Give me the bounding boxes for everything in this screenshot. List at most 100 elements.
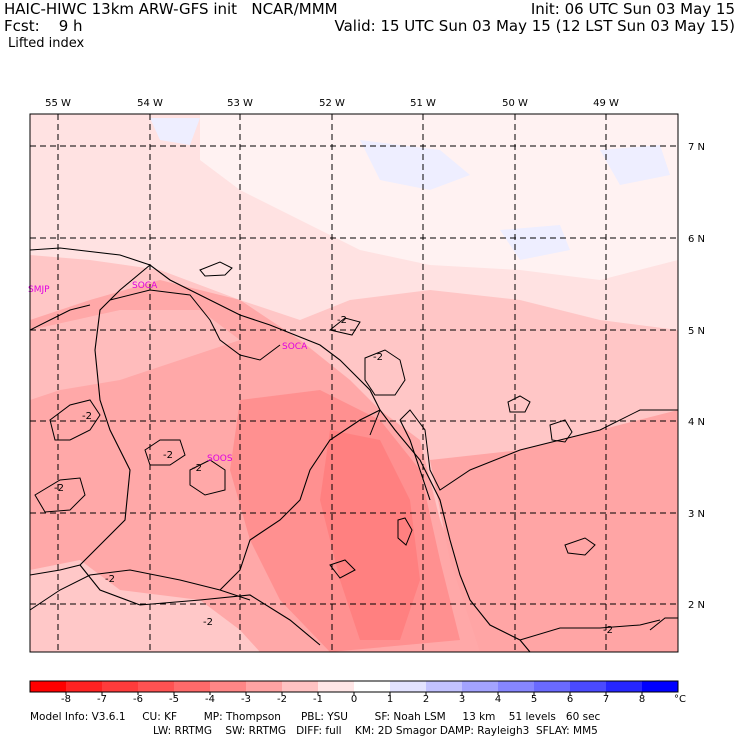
plot-frame bbox=[29, 113, 679, 653]
contour-label: -2 bbox=[603, 625, 613, 636]
lat-label: 3 N bbox=[688, 509, 705, 520]
contour-4 bbox=[144, 439, 186, 466]
colorbar-swatch bbox=[246, 681, 283, 692]
colorbar-tick-label: 7 bbox=[602, 694, 610, 705]
contour-14 bbox=[397, 517, 413, 546]
footer-model-info-2: LW: RRTMG SW: RRTMG DIFF: full KM: 2D Sm… bbox=[153, 725, 598, 737]
contour-7 bbox=[30, 569, 251, 611]
contour-label: -2 bbox=[54, 483, 64, 494]
field-east-pink bbox=[430, 410, 678, 652]
contour-label: -2 bbox=[373, 352, 383, 363]
colorbar-tick-label: 6 bbox=[566, 694, 574, 705]
lat-label: 4 N bbox=[688, 417, 705, 428]
colorbar-swatch bbox=[606, 681, 643, 692]
field-bluish-4 bbox=[500, 225, 570, 260]
contour-17 bbox=[649, 617, 678, 631]
colorbar-tick-label: -1 bbox=[313, 694, 323, 705]
contour-16 bbox=[519, 619, 661, 641]
graticule bbox=[30, 114, 678, 652]
colorbar-swatch bbox=[354, 681, 391, 692]
colorbar-tick-label: 4 bbox=[494, 694, 502, 705]
field-name-label: Lifted index bbox=[8, 36, 85, 51]
contour-6 bbox=[34, 477, 86, 513]
colorbar-tick-label: 2 bbox=[422, 694, 430, 705]
field-bluish-2 bbox=[600, 145, 670, 185]
station-label: SOCA bbox=[282, 342, 308, 352]
field-interior-darker bbox=[320, 430, 420, 640]
colorbar-tick-label: 1 bbox=[386, 694, 394, 705]
colorbar-swatch bbox=[498, 681, 535, 692]
header-valid-time: Valid: 15 UTC Sun 03 May 15 (12 LST Sun … bbox=[334, 17, 735, 35]
contour-label: -2 bbox=[192, 463, 202, 474]
lat-labels: 7 N 6 N 5 N 4 N 3 N 2 N bbox=[688, 142, 705, 611]
colorbar-tick-label: -6 bbox=[133, 694, 143, 705]
colorbar-tick-label: -2 bbox=[277, 694, 287, 705]
colorbar-swatch bbox=[426, 681, 463, 692]
lon-label: 49 W bbox=[593, 98, 619, 109]
contour-label: -2 bbox=[163, 450, 173, 461]
colorbar-swatch bbox=[462, 681, 499, 692]
contour-13 bbox=[549, 419, 573, 443]
colorbar-tick-label: -4 bbox=[205, 694, 215, 705]
station-label: SOOS bbox=[207, 454, 233, 464]
contour-12 bbox=[507, 395, 531, 413]
border-south-1 bbox=[79, 564, 321, 646]
colorbar bbox=[29, 680, 679, 695]
contour-labels: -2 -2 -2 -2 -2 -2 -2 -2 -2 -2 bbox=[54, 315, 613, 636]
colorbar-swatch bbox=[66, 681, 103, 692]
colorbar-tick-label: 8 bbox=[638, 694, 646, 705]
lon-label: 52 W bbox=[319, 98, 345, 109]
colorbar-swatch bbox=[138, 681, 175, 692]
contours bbox=[30, 261, 678, 641]
lat-label: 6 N bbox=[688, 234, 705, 245]
stations: SMJP SOCA SOCA SOOS bbox=[28, 281, 308, 464]
header-forecast-hour: Fcst: 9 h bbox=[4, 17, 83, 35]
field-bluish-1 bbox=[360, 140, 470, 190]
field-sw-light bbox=[30, 560, 260, 652]
colorbar-tick-label: -8 bbox=[61, 694, 71, 705]
colorbar-tick-label: 5 bbox=[530, 694, 538, 705]
colorbar-swatch bbox=[534, 681, 571, 692]
lifted-index-field bbox=[30, 114, 678, 652]
lon-label: 51 W bbox=[410, 98, 436, 109]
lon-label: 53 W bbox=[227, 98, 253, 109]
contour-5 bbox=[189, 459, 226, 496]
border-suriname-guyana bbox=[30, 264, 151, 576]
contour-label: -2 bbox=[105, 574, 115, 585]
colorbar-tick-label: -3 bbox=[241, 694, 251, 705]
station-label: SOCA bbox=[132, 281, 158, 291]
coastline bbox=[30, 247, 531, 652]
colorbar-swatch bbox=[174, 681, 211, 692]
colorbar-swatch bbox=[30, 681, 67, 692]
contour-11 bbox=[399, 409, 678, 491]
contour-9 bbox=[328, 317, 361, 336]
header-init-time: Init: 06 UTC Sun 03 May 15 bbox=[530, 0, 735, 18]
contour-label: -2 bbox=[203, 617, 213, 628]
colorbar-swatch bbox=[318, 681, 355, 692]
header-model-title: HAIC-HIWC 13km ARW-GFS init NCAR/MMM bbox=[4, 0, 338, 18]
colorbar-tick-label: -7 bbox=[97, 694, 107, 705]
colorbar-swatch bbox=[210, 681, 247, 692]
field-bluish-3 bbox=[150, 118, 200, 145]
contour-1 bbox=[30, 304, 91, 331]
station-label: SMJP bbox=[28, 285, 50, 295]
lon-label: 50 W bbox=[502, 98, 528, 109]
contour-18 bbox=[329, 559, 356, 579]
lat-label: 2 N bbox=[688, 600, 705, 611]
colorbar-tick-label: 3 bbox=[458, 694, 466, 705]
contour-19 bbox=[369, 409, 381, 436]
contour-15 bbox=[564, 537, 596, 556]
contour-label: -2 bbox=[82, 411, 92, 422]
lat-label: 7 N bbox=[688, 142, 705, 153]
lon-label: 55 W bbox=[45, 98, 71, 109]
colorbar-swatch bbox=[102, 681, 139, 692]
footer-model-info-1: Model Info: V3.6.1 CU: KF MP: Thompson P… bbox=[30, 711, 601, 723]
contour-10 bbox=[364, 349, 406, 396]
contour-3 bbox=[49, 399, 101, 441]
lon-label: 54 W bbox=[137, 98, 163, 109]
lat-label: 5 N bbox=[688, 326, 705, 337]
contour-label: -2 bbox=[337, 315, 347, 326]
colorbar-tick-label: -5 bbox=[169, 694, 179, 705]
boundaries bbox=[30, 247, 531, 652]
